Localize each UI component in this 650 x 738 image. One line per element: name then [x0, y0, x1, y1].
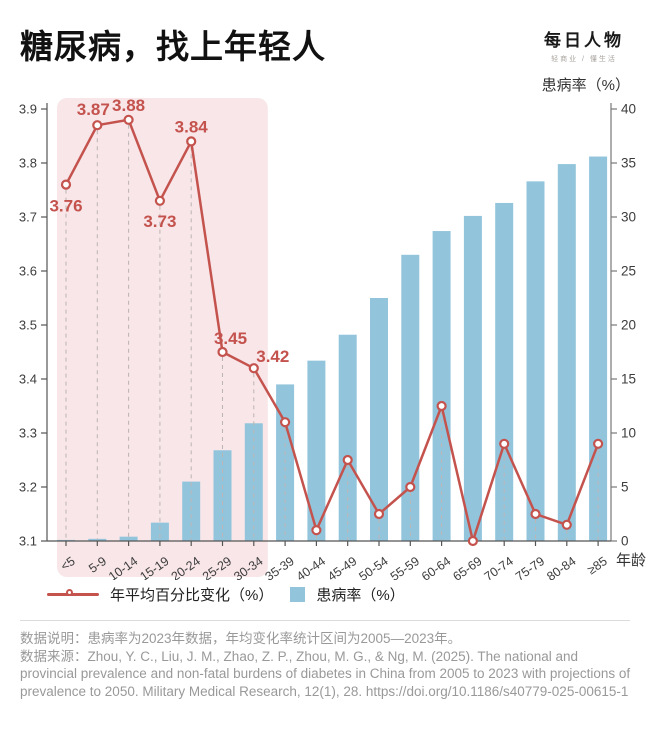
prevalence-bar-30-34	[244, 423, 263, 541]
right-tick-label: 15	[621, 372, 636, 387]
line-marker-icon	[66, 589, 73, 596]
prevalence-bar-60-64	[432, 231, 451, 542]
left-tick-label: 3.8	[19, 156, 37, 171]
footer: 数据说明：患病率为2023年数据，年均变化率统计区间为2005—2023年。 数…	[20, 630, 635, 700]
apc-point-25-29	[217, 346, 228, 358]
apc-point-35-39	[280, 417, 291, 428]
logo-tagline: 轻商业 / 懂生活	[551, 56, 617, 63]
apc-point-label: 3.73	[143, 212, 176, 231]
apc-point-40-44	[311, 525, 322, 536]
apc-point-label: 3.42	[256, 347, 289, 366]
legend-label-prevalence: 患病率（%）	[316, 586, 405, 604]
right-tick-label: 30	[621, 210, 636, 225]
left-tick-label: 3.1	[19, 534, 37, 549]
legend-label-apc: 年平均百分比变化（%）	[110, 586, 274, 604]
apc-point-20-24	[186, 136, 197, 147]
footer-divider	[20, 620, 630, 621]
right-tick-label: 10	[621, 426, 636, 441]
x-axis-title: 年龄	[616, 552, 646, 569]
x-tick-label: 75-79	[513, 554, 547, 580]
x-tick-label: 45-49	[325, 554, 359, 580]
apc-line	[64, 118, 600, 543]
right-tick-label: 35	[621, 156, 636, 171]
line-segment-icon	[47, 593, 99, 596]
left-tick-label: 3.5	[19, 318, 37, 333]
prevalence-bar-65-69	[463, 215, 482, 542]
apc-point-label: 3.84	[175, 117, 209, 136]
apc-point-75-79	[530, 508, 541, 520]
apc-point-≥85	[592, 438, 604, 449]
right-axis-title: 患病率（%）	[541, 77, 630, 94]
left-tick-label: 3.9	[19, 102, 37, 117]
right-tick-label: 40	[621, 102, 636, 117]
chart-canvas: 3.1 3.2 3.3 3.4 3.5 3.6 3.7 3.8 3.9 0 5 10 15 20 25 30 3…	[19, 96, 646, 584]
prevalence-bar-15-19	[150, 522, 169, 541]
data-note: 数据说明：患病率为2023年数据，年均变化率统计区间为2005—2023年。	[20, 631, 462, 646]
apc-point-80-84	[561, 519, 572, 530]
logo-name: 每日人物	[544, 31, 624, 50]
right-tick-label: 0	[621, 534, 629, 549]
prevalence-bar-75-79	[526, 181, 545, 542]
right-tick-label: 25	[621, 264, 636, 279]
line-legend-swatch	[47, 587, 99, 601]
left-tick-label: 3.6	[19, 264, 37, 279]
apc-point-50-54	[373, 508, 385, 520]
prevalence-bar-55-59	[401, 254, 420, 542]
chart-legend: 年平均百分比变化（%） 患病率（%）	[47, 583, 405, 605]
x-tick-label: 65-69	[450, 554, 484, 580]
x-tick-label: ≥85	[585, 554, 610, 577]
apc-point-55-59	[405, 481, 416, 493]
apc-point-10-14	[123, 114, 134, 125]
right-tick-label: 5	[621, 480, 629, 495]
apc-point-15-19	[154, 195, 165, 206]
apc-point-<5	[60, 179, 72, 190]
left-tick-label: 3.4	[19, 372, 37, 387]
left-tick-label: 3.3	[19, 426, 37, 441]
prevalence-bar-40-44	[307, 360, 326, 541]
x-tick-label: 50-54	[356, 554, 390, 580]
x-tick-label: 55-59	[388, 554, 422, 580]
page-title: 糖尿病，找上年轻人	[20, 28, 326, 65]
apc-point-label: 3.88	[112, 96, 145, 115]
prevalence-bar-10-14	[119, 536, 138, 541]
bar-legend-swatch	[290, 586, 306, 602]
apc-point-5-9	[92, 120, 103, 131]
apc-point-70-74	[499, 438, 510, 449]
apc-point-label: 3.87	[77, 100, 110, 119]
x-tick-label: <5	[58, 554, 78, 574]
apc-point-45-49	[342, 454, 353, 466]
prevalence-bar-20-24	[182, 481, 201, 541]
data-source: 数据来源：Zhou, Y. C., Liu, J. M., Zhao, Z. P…	[20, 648, 631, 699]
combo-chart: 3.1 3.2 3.3 3.4 3.5 3.6 3.7 3.8 3.9 0 5 10 15 20 25 30 3…	[0, 95, 650, 584]
apc-point-65-69	[467, 535, 478, 547]
apc-point-30-34	[248, 363, 259, 374]
prevalence-bar-45-49	[338, 334, 357, 541]
logo: 每日人物 轻商业 / 懂生活	[536, 26, 632, 64]
x-tick-label: 40-44	[294, 554, 328, 580]
left-tick-label: 3.2	[19, 480, 37, 495]
x-tick-label: 80-84	[544, 554, 578, 580]
apc-point-60-64	[436, 400, 447, 412]
x-tick-label: 60-64	[419, 554, 453, 580]
right-tick-label: 20	[621, 318, 636, 333]
apc-point-label: 3.76	[49, 197, 82, 216]
left-tick-label: 3.7	[19, 210, 37, 225]
x-tick-label: 70-74	[482, 554, 516, 580]
prevalence-bar-50-54	[370, 298, 388, 541]
apc-point-label: 3.45	[214, 329, 247, 348]
prevalence-bar-80-84	[557, 164, 576, 541]
